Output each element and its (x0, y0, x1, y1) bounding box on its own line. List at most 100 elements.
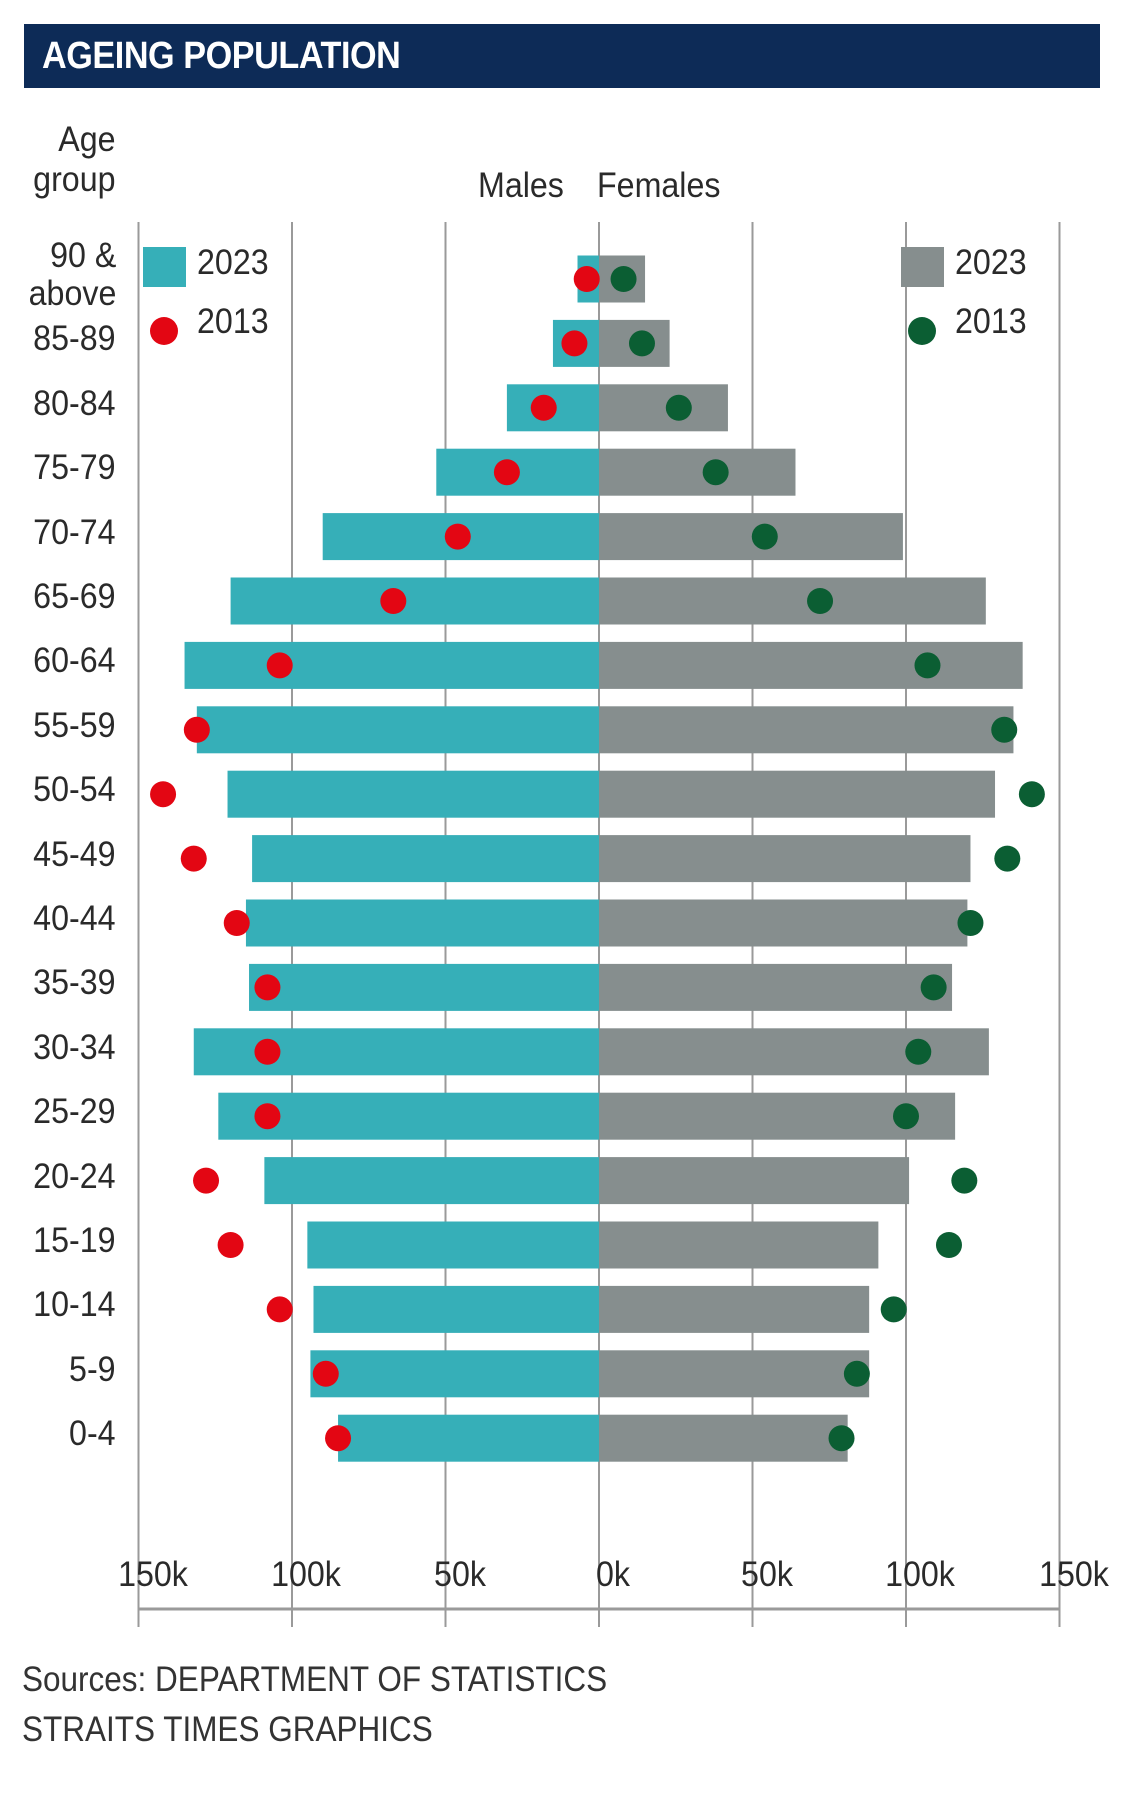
dot-male-2013 (254, 1103, 281, 1130)
dot-male-2013 (217, 1232, 244, 1258)
age-label: 40-44 (34, 900, 116, 938)
x-tick-label: 150k (117, 1555, 188, 1594)
age-label-line: above (28, 274, 116, 313)
age-label-line: 65-69 (33, 577, 116, 616)
x-tick-label: 50k (433, 1555, 486, 1594)
chart-title: AGEING POPULATION (42, 35, 401, 77)
age-label-line: 75-79 (33, 448, 116, 488)
legend-male-2023-swatch (143, 247, 186, 287)
source-line-2: STRAITS TIMES GRAPHICS (22, 1710, 433, 1749)
age-label: 80-84 (34, 384, 116, 423)
bar-male-2023 (218, 1092, 599, 1140)
age-label: 25-29 (34, 1093, 116, 1131)
dot-male-2013 (254, 1038, 281, 1065)
age-label: 75-79 (34, 449, 116, 487)
dot-male-2013 (325, 1425, 352, 1452)
age-label: 85-89 (34, 320, 116, 358)
legend-female-2013-label: 2013 (955, 302, 1027, 341)
bar-female-2023 (599, 384, 728, 432)
dot-female-2013 (702, 459, 729, 486)
age-label-line: 70-74 (33, 512, 116, 552)
x-tick-label: 150k (1038, 1555, 1109, 1594)
age-label-line: 50-54 (33, 770, 116, 810)
dot-male-2013 (561, 330, 588, 357)
age-label-line: 25-29 (33, 1092, 116, 1132)
bar-male-2023 (245, 899, 599, 947)
dot-female-2013 (951, 1167, 978, 1194)
age-group-header-line2: group (33, 160, 116, 199)
age-label-line: 90 & (49, 236, 117, 275)
dot-male-2013 (193, 1167, 220, 1194)
bar-female-2023 (599, 963, 953, 1011)
dot-female-2013 (991, 716, 1018, 743)
dot-female-2013 (1018, 781, 1045, 808)
dot-male-2013 (530, 394, 557, 421)
dot-female-2013 (843, 1360, 870, 1387)
age-label: 55-59 (34, 706, 116, 745)
dot-female-2013 (807, 588, 834, 614)
x-tick-label: 100k (271, 1555, 341, 1594)
bar-female-2023 (599, 513, 903, 561)
dot-male-2013 (493, 459, 520, 486)
age-label-line: 10-14 (33, 1285, 116, 1325)
dot-male-2013 (312, 1360, 339, 1387)
age-label-line: 40-44 (33, 899, 116, 938)
age-label: 15-19 (34, 1222, 116, 1260)
dot-male-2013 (266, 652, 293, 679)
bar-female-2023 (599, 770, 996, 818)
dot-female-2013 (905, 1038, 932, 1065)
males-header: Males (478, 166, 564, 205)
bar-female-2023 (599, 1414, 848, 1462)
bar-female-2023 (599, 1350, 870, 1398)
bar-female-2023 (599, 706, 1014, 754)
age-label: 10-14 (34, 1286, 116, 1324)
bar-male-2023 (313, 1285, 599, 1333)
bar-female-2023 (599, 835, 971, 883)
age-label: 70-74 (33, 512, 116, 552)
bar-male-2023 (184, 641, 600, 689)
age-label: 0-4 (69, 1415, 116, 1453)
age-label-line: 35-39 (33, 963, 116, 1003)
dot-male-2013 (223, 910, 250, 936)
bar-male-2023 (230, 577, 599, 625)
age-label: 65-69 (34, 578, 116, 616)
legend-female-2023-label: 2023 (955, 243, 1027, 282)
bar-female-2023 (599, 448, 796, 496)
age-label-line: 20-24 (33, 1156, 116, 1196)
age-label: 30-34 (33, 1027, 116, 1067)
dot-female-2013 (751, 523, 778, 550)
age-label-line: 45-49 (33, 834, 116, 874)
bar-male-2023 (249, 963, 599, 1011)
dot-female-2013 (880, 1296, 907, 1323)
source-line-1: Sources: DEPARTMENT OF STATISTICS (22, 1660, 608, 1699)
dot-female-2013 (957, 910, 984, 936)
dot-male-2013 (573, 266, 600, 292)
x-tick-label: 0k (595, 1555, 631, 1594)
title-bar: AGEING POPULATION (24, 24, 1100, 88)
bar-female-2023 (599, 641, 1023, 689)
x-tick-label: 100k (885, 1555, 955, 1594)
age-label-line: 60-64 (33, 641, 116, 681)
age-label-line: 5-9 (69, 1349, 116, 1389)
age-label-line: 0-4 (69, 1414, 116, 1454)
dot-female-2013 (914, 652, 941, 679)
age-label: 5-9 (69, 1349, 116, 1389)
dot-male-2013 (444, 523, 471, 550)
age-label: 90 & above (28, 237, 116, 313)
dot-female-2013 (628, 330, 655, 357)
bar-female-2023 (599, 577, 986, 625)
age-group-header-line1: Age (58, 120, 116, 159)
legend-female-2013-dot (908, 317, 936, 345)
dot-male-2013 (150, 781, 177, 808)
dot-female-2013 (920, 974, 947, 1001)
age-label-line: 30-34 (33, 1027, 116, 1067)
dot-female-2013 (994, 845, 1021, 872)
age-label: 45-49 (33, 834, 116, 874)
bar-male-2023 (338, 1414, 599, 1462)
dot-female-2013 (935, 1232, 962, 1258)
legend-female-2023-swatch (901, 247, 944, 287)
age-label: 60-64 (34, 642, 116, 680)
bar-male-2023 (310, 1350, 599, 1398)
bar-male-2023 (196, 706, 599, 754)
